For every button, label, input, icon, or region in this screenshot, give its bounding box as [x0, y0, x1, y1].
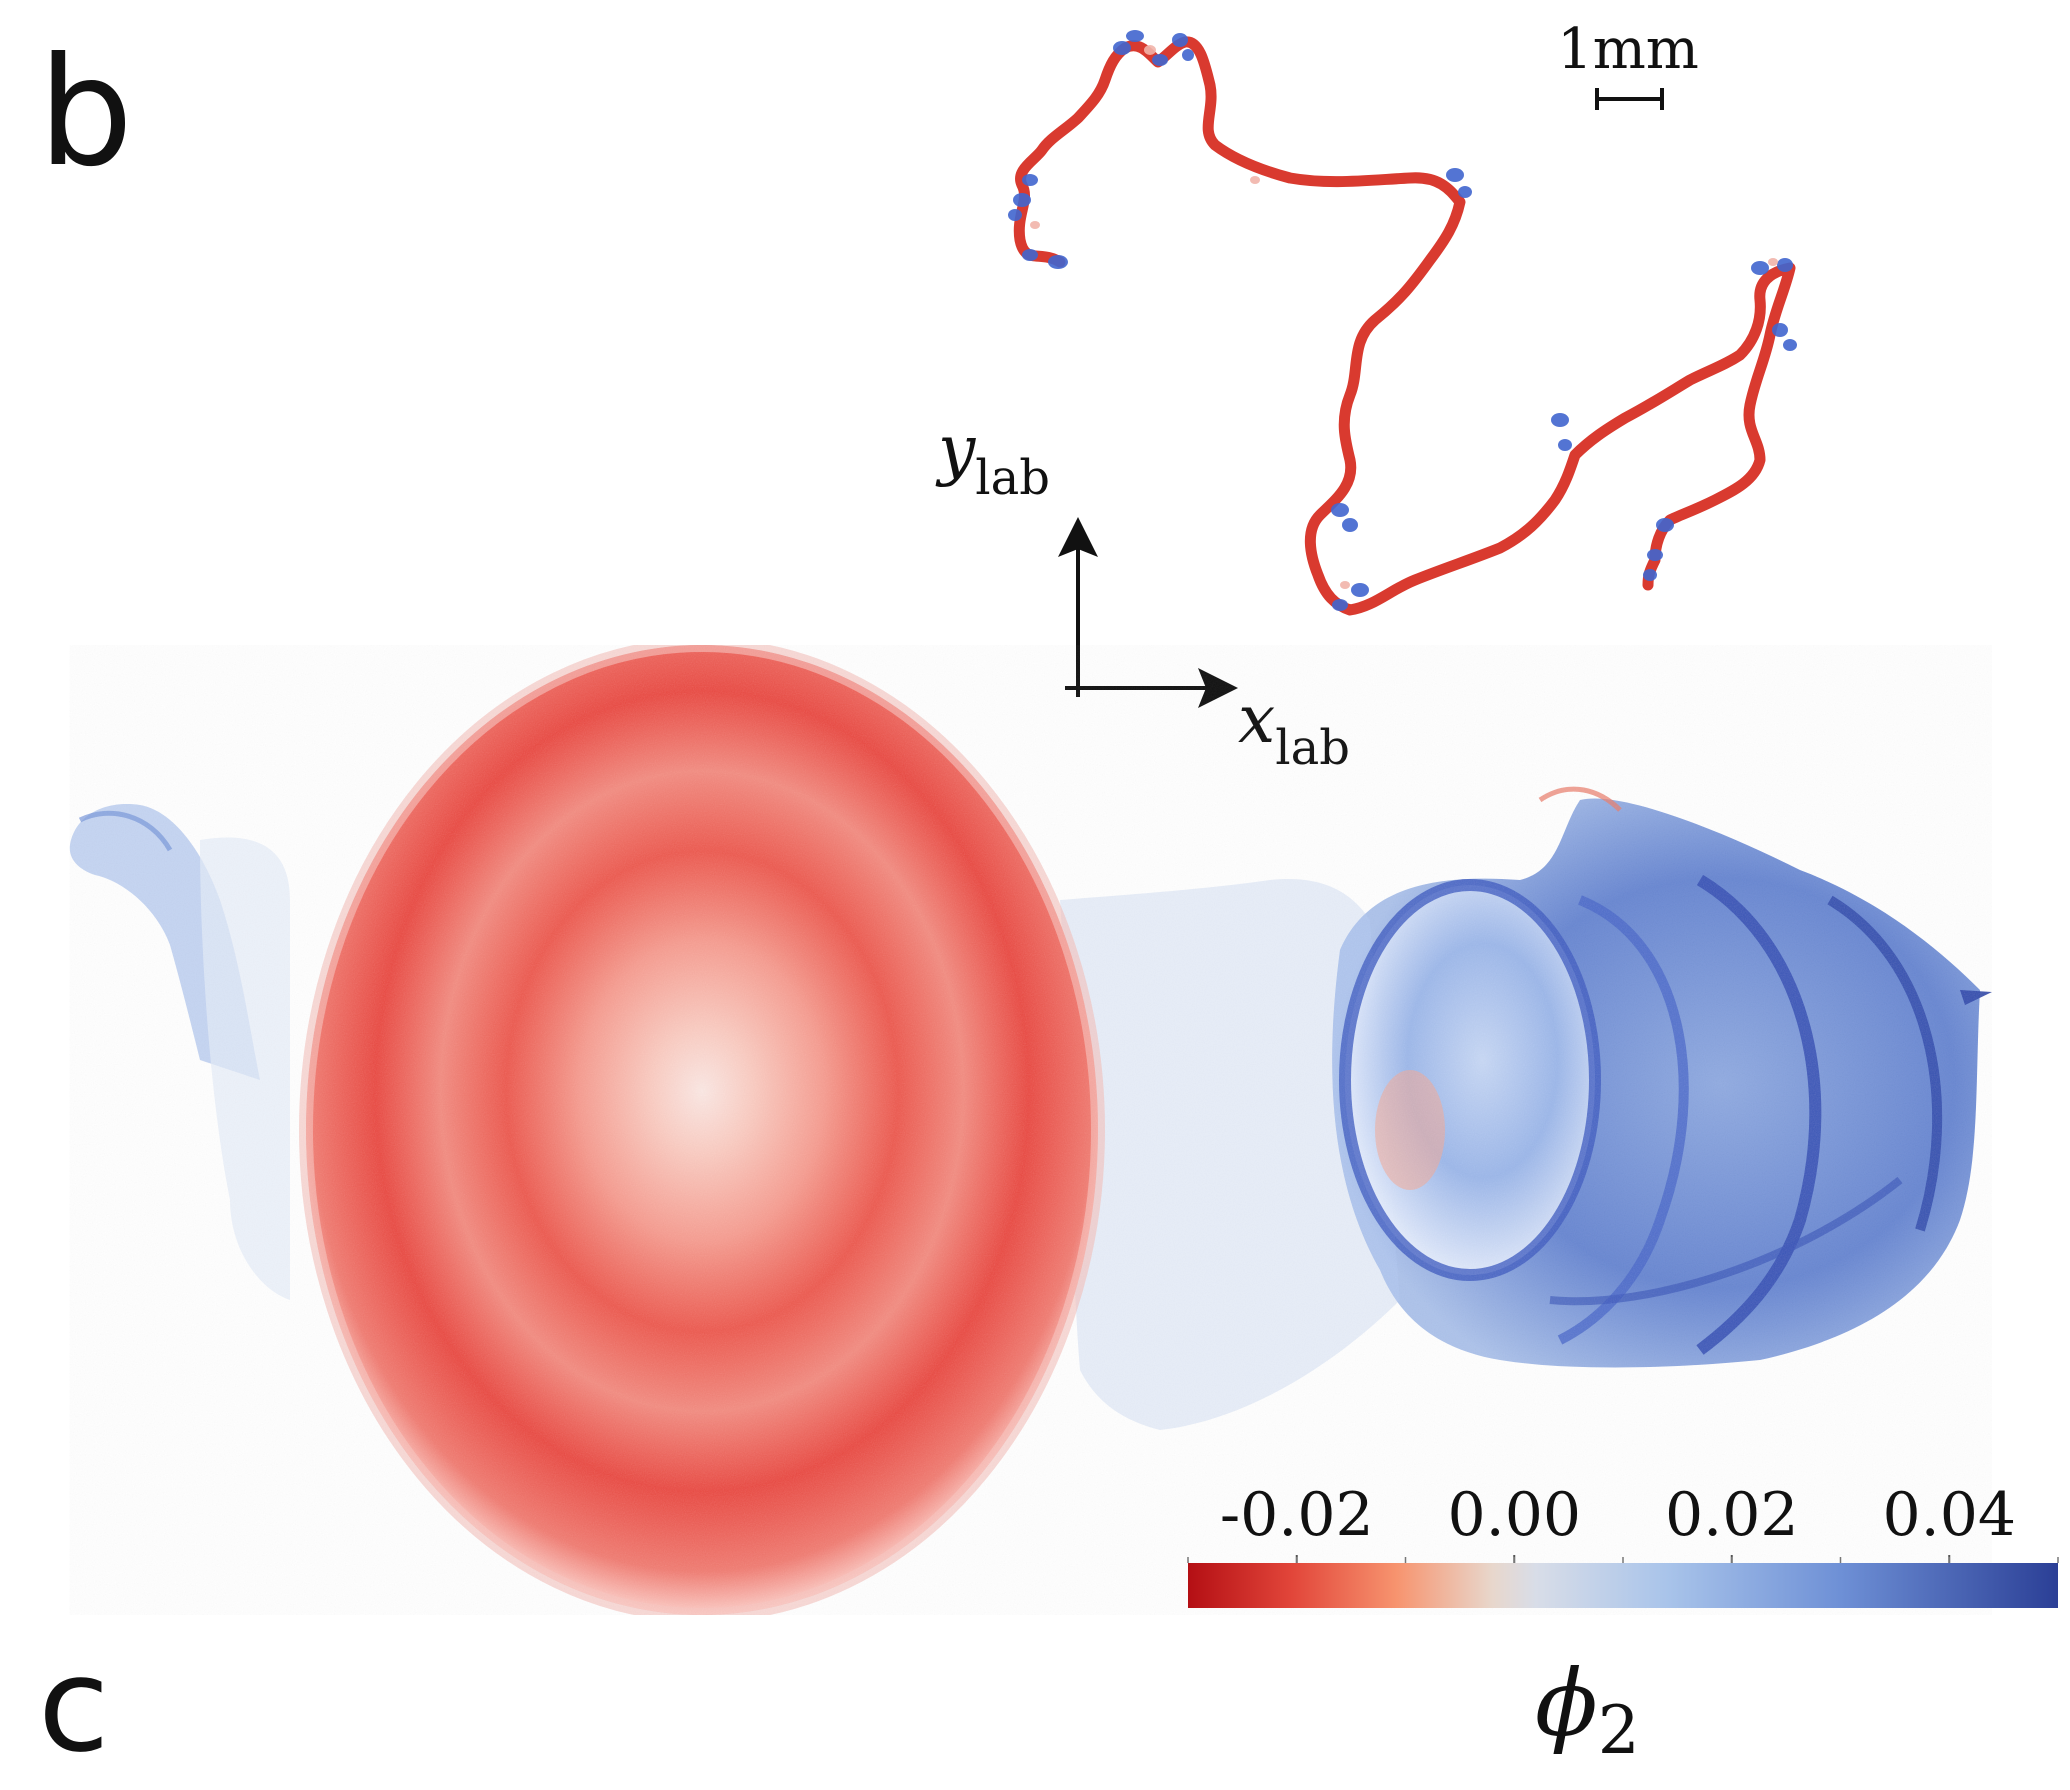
point-cloud [69, 638, 1992, 1622]
colorbar-tick-label: 0.00 [1447, 1480, 1581, 1550]
x-axis-symbol: x [1238, 681, 1275, 758]
colorbar-symbol: ϕ [1535, 1650, 1598, 1757]
red-disk [306, 645, 1098, 1615]
x-axis-label: xlab [1238, 681, 1350, 776]
lab-axes: ylab xlab [935, 411, 1350, 776]
trajectory-blue-knots [1008, 30, 1797, 611]
panel-label-c: c [38, 1629, 110, 1781]
panel-label-b: b [38, 26, 134, 200]
colorbar-symbol-label: ϕ2 [1535, 1650, 1640, 1769]
trajectory-path [1013, 36, 1796, 616]
colorbar-ticks: -0.02 0.00 0.02 0.04 [1187, 1480, 2059, 1563]
colorbar-tick-label: -0.02 [1220, 1480, 1374, 1550]
colorbar-subscript: 2 [1598, 1692, 1640, 1769]
colorbar-tick-label: 0.04 [1882, 1480, 2016, 1550]
colorbar-tick-label: 0.02 [1665, 1480, 1799, 1550]
middle-bridge [1060, 879, 1400, 1430]
scale-bar: 1mm [1557, 17, 1699, 110]
scale-bar-label: 1mm [1557, 17, 1699, 82]
y-axis-symbol: y [935, 411, 976, 488]
y-axis-label: ylab [935, 411, 1050, 506]
colorbar: -0.02 0.00 0.02 0.04 ϕ2 [1187, 1480, 2059, 1769]
trajectory [1008, 30, 1797, 616]
y-axis-subscript: lab [975, 450, 1050, 506]
colorbar-gradient [1188, 1563, 2058, 1608]
trajectory-light-knots [1030, 45, 1778, 589]
x-axis-subscript: lab [1275, 720, 1350, 776]
